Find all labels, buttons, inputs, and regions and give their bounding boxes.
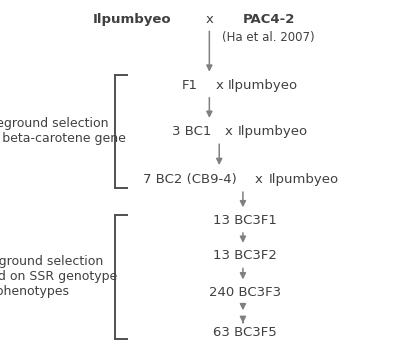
Text: Background selection
based on SSR genotype
and phenotypes: Background selection based on SSR genoty…: [0, 255, 117, 299]
Text: 63 BC3F5: 63 BC3F5: [213, 327, 277, 339]
Text: x: x: [224, 125, 232, 138]
Text: 3 BC1: 3 BC1: [172, 125, 211, 138]
Text: x: x: [255, 173, 263, 186]
Text: (Ha et al. 2007): (Ha et al. 2007): [222, 31, 315, 44]
Text: Ilpumbyeo: Ilpumbyeo: [269, 173, 339, 186]
Text: x: x: [216, 79, 224, 92]
Text: Ilpumbyeo: Ilpumbyeo: [93, 13, 172, 26]
Text: Foreground selection
for  beta-carotene gene: Foreground selection for beta-carotene g…: [0, 118, 126, 145]
Text: Ilpumbyeo: Ilpumbyeo: [237, 125, 308, 138]
Text: 13 BC3F2: 13 BC3F2: [213, 249, 277, 262]
Text: x: x: [205, 13, 213, 26]
Text: 240 BC3F3: 240 BC3F3: [209, 286, 281, 299]
Text: PAC4-2: PAC4-2: [243, 13, 295, 26]
Text: 13 BC3F1: 13 BC3F1: [213, 214, 277, 226]
Text: 7 BC2 (CB9-4): 7 BC2 (CB9-4): [143, 173, 237, 186]
Text: Ilpumbyeo: Ilpumbyeo: [228, 79, 298, 92]
Text: F1: F1: [182, 79, 198, 92]
